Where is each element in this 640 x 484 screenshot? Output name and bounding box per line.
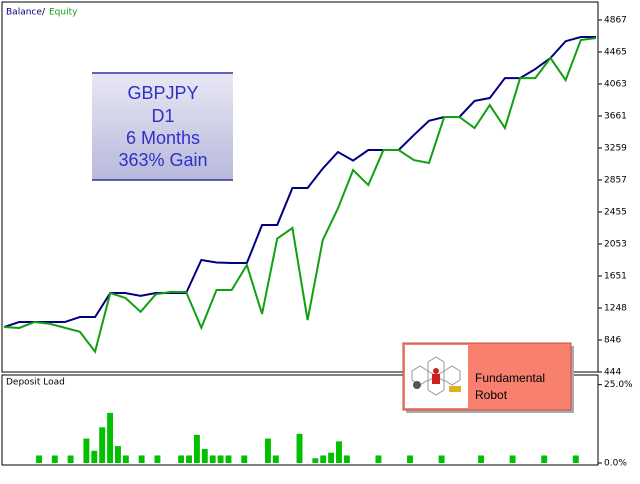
bar xyxy=(67,455,74,463)
bar xyxy=(51,455,58,463)
annotation-line: GBPJPY xyxy=(127,83,198,103)
logo-robot-head xyxy=(433,368,439,374)
legend-equity: Equity xyxy=(49,8,78,18)
logo-text: Fundamental xyxy=(475,371,545,385)
y-tick-label: 2053 xyxy=(604,239,627,249)
bar xyxy=(217,455,224,463)
logo-gold xyxy=(449,386,461,392)
y-tick-label: 4867 xyxy=(604,15,627,25)
annotation-line: D1 xyxy=(151,106,174,126)
bar xyxy=(438,455,445,463)
logo-robot xyxy=(432,374,440,384)
bar xyxy=(83,438,90,463)
bar xyxy=(99,427,106,463)
bar xyxy=(154,455,161,463)
bar xyxy=(201,448,208,463)
bar xyxy=(509,455,516,463)
y-tick-label: 3259 xyxy=(604,143,627,153)
bar xyxy=(320,455,327,463)
legend-separator: / xyxy=(42,8,46,18)
bar xyxy=(209,455,216,463)
bar xyxy=(312,458,319,463)
y-tick-label: 1651 xyxy=(604,271,627,281)
bar xyxy=(478,455,485,463)
logo-gear xyxy=(413,381,421,389)
legend-balance: Balance xyxy=(6,8,42,18)
plot: 444 846 1248 1651 2053 2455 2857 3259 3661 4063 44… xyxy=(3,15,633,469)
bar xyxy=(375,455,382,463)
bar xyxy=(264,438,271,463)
annotation-line: 6 Months xyxy=(126,128,200,148)
y-tick-label: 25.0% xyxy=(604,380,633,390)
logo-text: Robot xyxy=(475,388,508,402)
bar xyxy=(107,412,114,463)
y-tick-label: 2455 xyxy=(604,207,627,217)
bar xyxy=(186,455,192,463)
y-tick-label: 444 xyxy=(604,368,621,378)
bar xyxy=(296,433,303,463)
y-tick-label: 3661 xyxy=(604,111,627,121)
bar xyxy=(241,455,248,463)
annotation-box: GBPJPY D1 6 Months 363% Gain xyxy=(92,72,233,181)
logo: Fundamental Robot xyxy=(402,342,574,413)
series-line xyxy=(3,37,597,354)
bar xyxy=(122,455,129,463)
series-line xyxy=(3,35,596,328)
y-tick-label: 4063 xyxy=(604,79,627,89)
bar xyxy=(572,455,579,463)
bar xyxy=(272,455,279,463)
bar xyxy=(407,455,413,463)
y-tick-label: 846 xyxy=(604,336,621,346)
y-tick-label: 4465 xyxy=(604,47,627,57)
annotation-bg xyxy=(92,73,233,180)
bar xyxy=(36,455,42,463)
bar xyxy=(138,455,145,463)
bar xyxy=(193,434,200,463)
bar xyxy=(91,450,98,463)
bar xyxy=(225,455,232,463)
bar xyxy=(541,455,548,463)
y-tick-label: 2857 xyxy=(604,175,627,185)
bar xyxy=(115,446,121,463)
y-tick-label: 1248 xyxy=(604,304,627,314)
y-tick-label: 0.0% xyxy=(604,459,627,469)
bar xyxy=(343,455,350,463)
annotation-line: 363% Gain xyxy=(118,150,207,170)
load-title: Deposit Load xyxy=(6,378,65,388)
bar xyxy=(328,452,335,463)
bar xyxy=(178,455,185,463)
bar xyxy=(336,441,342,463)
